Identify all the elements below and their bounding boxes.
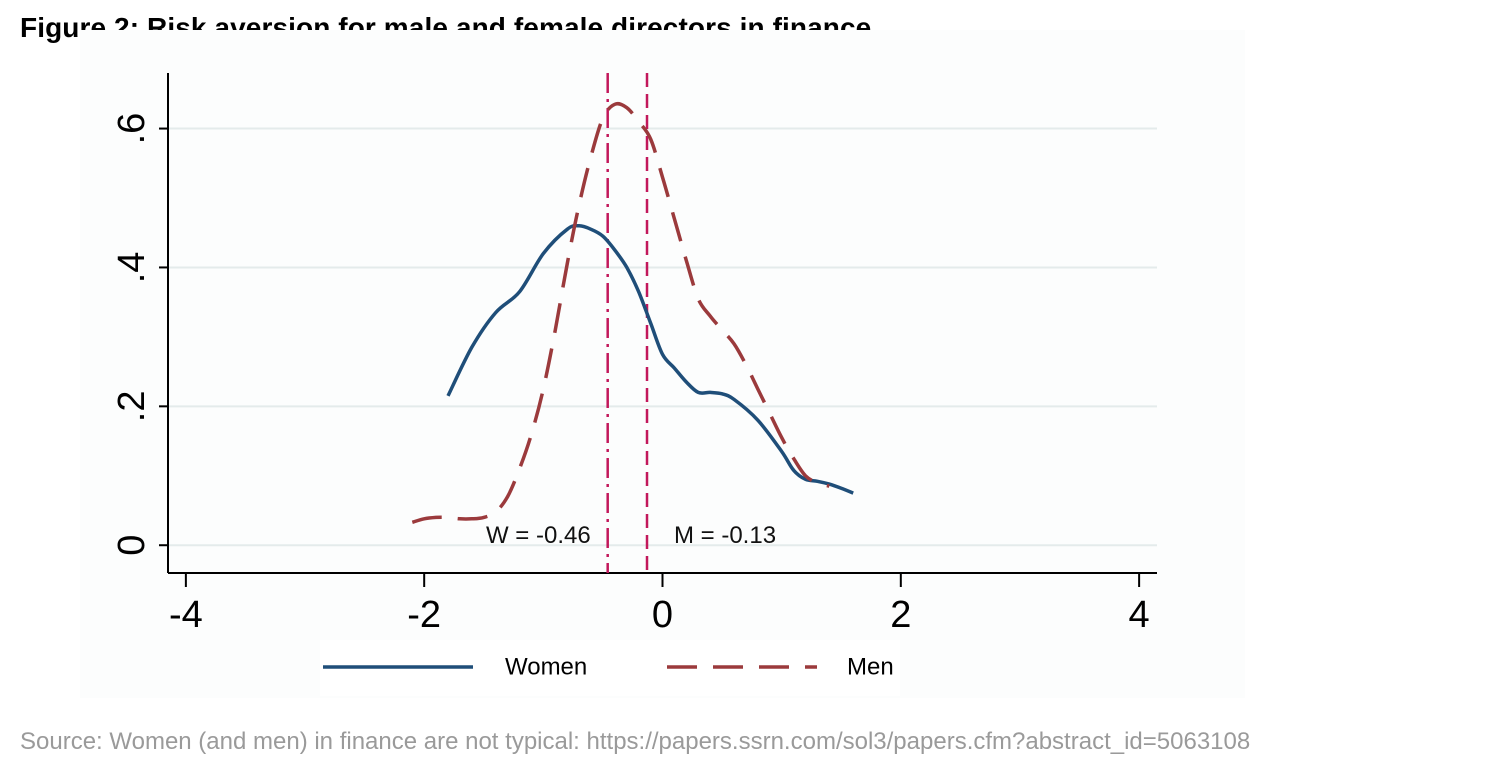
x-tick-label: 2 [890,594,911,636]
x-tick-label: -2 [407,594,441,636]
y-tick-label: .4 [111,252,153,284]
legend-label-women: Women [505,654,587,681]
legend-label-men: Men [847,654,894,681]
y-tick-label: .6 [111,113,153,145]
series-line-women [448,226,853,493]
y-tick-label: 0 [111,535,153,556]
x-tick-label: 0 [652,594,673,636]
chart-panel: 0 .2 .4 .6 -4 -2 0 2 4 W = -0.46 M = -0.13 Women Men [80,30,1245,698]
women-mean-label: W = -0.46 [486,522,591,549]
x-tick-label: 4 [1129,594,1150,636]
x-tick-label: -4 [169,594,203,636]
series-line-men [412,104,829,523]
legend: Women Men [320,640,900,696]
source-note: Source: Women (and men) in finance are n… [20,728,1250,756]
men-mean-label: M = -0.13 [674,522,776,549]
y-tick-label: .2 [111,390,153,422]
density-chart: 0 .2 .4 .6 -4 -2 0 2 4 W = -0.46 M = -0.13 Women Men [80,30,1245,698]
